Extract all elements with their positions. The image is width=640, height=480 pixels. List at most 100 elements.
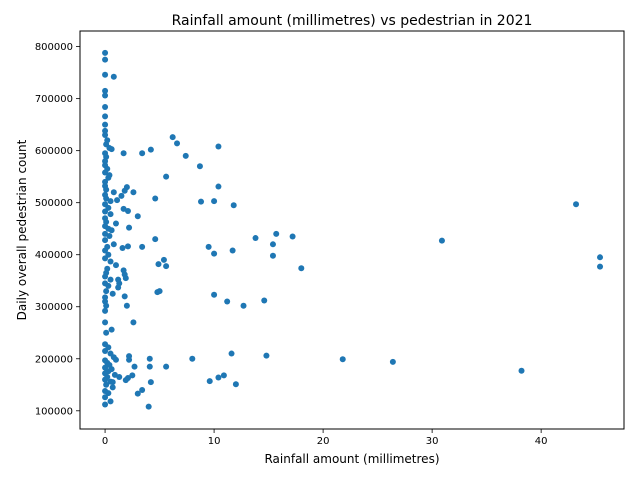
data-point-110 — [211, 198, 218, 205]
data-point-122 — [229, 247, 236, 254]
data-point-125 — [163, 263, 170, 270]
data-point-168 — [573, 201, 580, 208]
data-point-2 — [102, 71, 109, 78]
data-point-23 — [102, 178, 109, 185]
data-point-100 — [215, 143, 222, 150]
data-point-167 — [438, 237, 445, 244]
x-tick-label-4: 40 — [535, 436, 548, 447]
data-point-5 — [102, 92, 109, 99]
y-tick-label-0: 100000 — [35, 406, 73, 417]
data-point-129 — [116, 280, 123, 287]
data-point-113 — [120, 205, 127, 212]
data-point-4 — [102, 87, 109, 94]
data-point-144 — [130, 319, 137, 326]
data-point-143 — [298, 265, 305, 272]
data-point-148 — [189, 355, 196, 362]
data-point-97 — [169, 134, 176, 141]
data-point-0 — [102, 49, 109, 56]
data-point-6 — [102, 103, 109, 110]
data-point-34 — [107, 211, 114, 218]
data-point-84 — [109, 384, 116, 391]
data-point-8 — [102, 121, 109, 128]
data-point-64 — [102, 319, 109, 326]
data-point-154 — [146, 363, 153, 370]
data-point-59 — [109, 290, 116, 297]
data-point-69 — [102, 347, 109, 354]
y-axis: 100000 200000 300000 400000 500000 600000 7000… — [35, 42, 80, 417]
data-point-62 — [103, 302, 110, 309]
data-point-135 — [224, 298, 231, 305]
x-axis: 0 10 20 30 40 — [102, 429, 548, 447]
data-point-95 — [147, 146, 154, 153]
data-point-3 — [110, 73, 117, 80]
data-point-48 — [102, 255, 109, 262]
y-tick-label-4: 500000 — [35, 198, 73, 209]
data-point-169 — [597, 254, 604, 261]
data-point-124 — [155, 261, 162, 268]
plot-frame — [79, 30, 625, 430]
y-tick-label-3: 400000 — [35, 250, 73, 261]
data-point-53 — [102, 273, 109, 280]
data-point-88 — [107, 398, 114, 405]
data-point-114 — [134, 213, 141, 220]
data-point-65 — [108, 326, 115, 333]
data-point-46 — [102, 247, 109, 254]
data-point-108 — [152, 195, 159, 202]
data-point-81 — [102, 376, 109, 383]
data-point-171 — [518, 367, 525, 374]
data-point-25 — [103, 186, 110, 193]
data-point-10 — [102, 132, 109, 139]
data-point-50 — [112, 262, 119, 269]
data-point-162 — [145, 403, 152, 410]
data-point-140 — [269, 241, 276, 248]
data-point-90 — [116, 373, 123, 380]
x-tick-label-1: 10 — [208, 436, 221, 447]
data-point-119 — [139, 243, 146, 250]
data-point-146 — [126, 356, 133, 363]
data-point-29 — [107, 198, 114, 205]
data-point-43 — [102, 237, 109, 244]
data-point-131 — [156, 288, 163, 295]
data-point-106 — [121, 187, 128, 194]
data-point-28 — [103, 195, 110, 202]
data-point-91 — [112, 356, 119, 363]
data-point-136 — [240, 302, 247, 309]
data-point-60 — [102, 294, 109, 301]
data-point-92 — [109, 379, 116, 386]
data-point-94 — [120, 150, 127, 157]
y-tick-label-5: 600000 — [35, 146, 73, 157]
data-point-30 — [114, 197, 121, 204]
data-point-159 — [147, 379, 154, 386]
data-point-123 — [160, 256, 167, 263]
data-point-150 — [263, 352, 270, 359]
data-point-134 — [211, 291, 218, 298]
data-point-42 — [106, 232, 113, 239]
data-point-165 — [220, 372, 227, 379]
data-point-7 — [102, 113, 109, 120]
data-point-120 — [205, 243, 212, 250]
data-point-163 — [206, 378, 213, 385]
data-point-54 — [107, 276, 114, 283]
data-point-121 — [211, 250, 218, 257]
data-point-56 — [105, 282, 112, 289]
data-point-132 — [121, 293, 128, 300]
data-point-58 — [103, 288, 110, 295]
data-point-142 — [269, 252, 276, 259]
data-point-158 — [122, 377, 129, 384]
data-point-103 — [215, 183, 222, 190]
data-point-37 — [112, 220, 119, 227]
data-point-107 — [118, 192, 125, 199]
data-point-128 — [122, 275, 129, 282]
data-point-138 — [252, 235, 259, 242]
y-tick-label-7: 800000 — [35, 42, 73, 53]
data-point-99 — [182, 152, 189, 159]
data-point-20 — [102, 169, 109, 176]
y-tick-label-1: 200000 — [35, 354, 73, 365]
data-point-170 — [597, 263, 604, 270]
data-point-149 — [228, 350, 235, 357]
data-point-118 — [124, 243, 131, 250]
data-point-26 — [110, 189, 117, 196]
x-tick-label-0: 0 — [102, 436, 108, 447]
